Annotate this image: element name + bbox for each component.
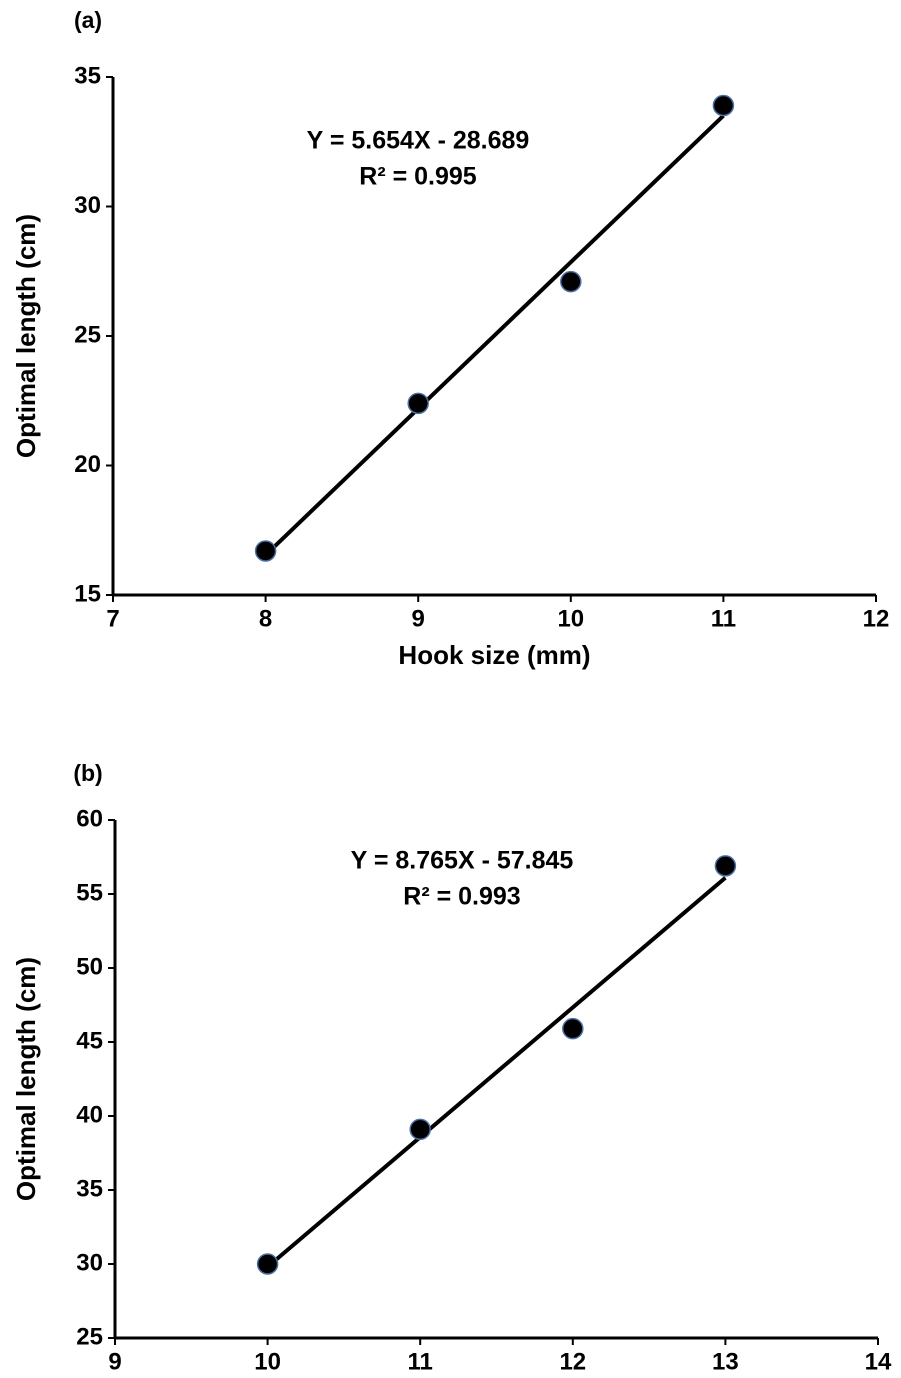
x-tick-label: 10 [557, 605, 584, 632]
data-point [560, 270, 582, 293]
annotation: Y = 5.654X - 28.689 [307, 127, 530, 155]
panel-label: (b) [73, 760, 102, 786]
x-tick-label: 11 [408, 1348, 433, 1375]
y-axis-title: Optimal length (cm) [11, 214, 41, 458]
trend-line [266, 876, 727, 1269]
data-point [409, 1118, 431, 1141]
data-point [712, 94, 735, 117]
y-tick-label: 30 [74, 192, 101, 219]
panel-label: (a) [74, 7, 102, 33]
annotation: Y = 8.765X - 57.845 [351, 847, 574, 875]
trend-line [264, 114, 725, 557]
data-point [407, 392, 429, 415]
annotation: R² = 0.993 [403, 883, 520, 911]
y-tick-label: 30 [76, 1249, 103, 1276]
x-tick-label: 10 [254, 1348, 281, 1375]
x-tick-label: 9 [108, 1348, 121, 1375]
y-tick-label: 40 [76, 1101, 103, 1128]
x-tick-label: 9 [412, 605, 425, 632]
x-tick-label: 12 [559, 1348, 586, 1375]
y-tick-label: 25 [74, 321, 101, 348]
y-tick-label: 50 [76, 953, 103, 980]
x-tick-label: 12 [863, 605, 890, 632]
y-tick-label: 35 [74, 62, 101, 89]
annotation: R² = 0.995 [359, 163, 477, 191]
y-tick-label: 35 [76, 1175, 103, 1202]
data-point [254, 540, 277, 562]
y-tick-label: 25 [76, 1323, 103, 1350]
data-point [714, 855, 737, 877]
x-tick-label: 7 [106, 605, 119, 632]
x-axis-title: Hook size (mm) [398, 640, 590, 670]
y-tick-label: 45 [76, 1027, 103, 1054]
y-tick-label: 60 [76, 805, 103, 832]
y-tick-label: 55 [76, 879, 103, 906]
x-tick-label: 8 [259, 605, 272, 632]
x-tick-label: 11 [711, 605, 736, 632]
x-tick-label: 14 [865, 1348, 892, 1375]
data-point [256, 1253, 279, 1275]
x-tick-label: 13 [712, 1348, 739, 1375]
y-tick-label: 20 [74, 451, 101, 478]
y-tick-label: 15 [74, 580, 101, 607]
y-axis-title: Optimal length (cm) [11, 957, 41, 1201]
data-point [562, 1017, 584, 1040]
